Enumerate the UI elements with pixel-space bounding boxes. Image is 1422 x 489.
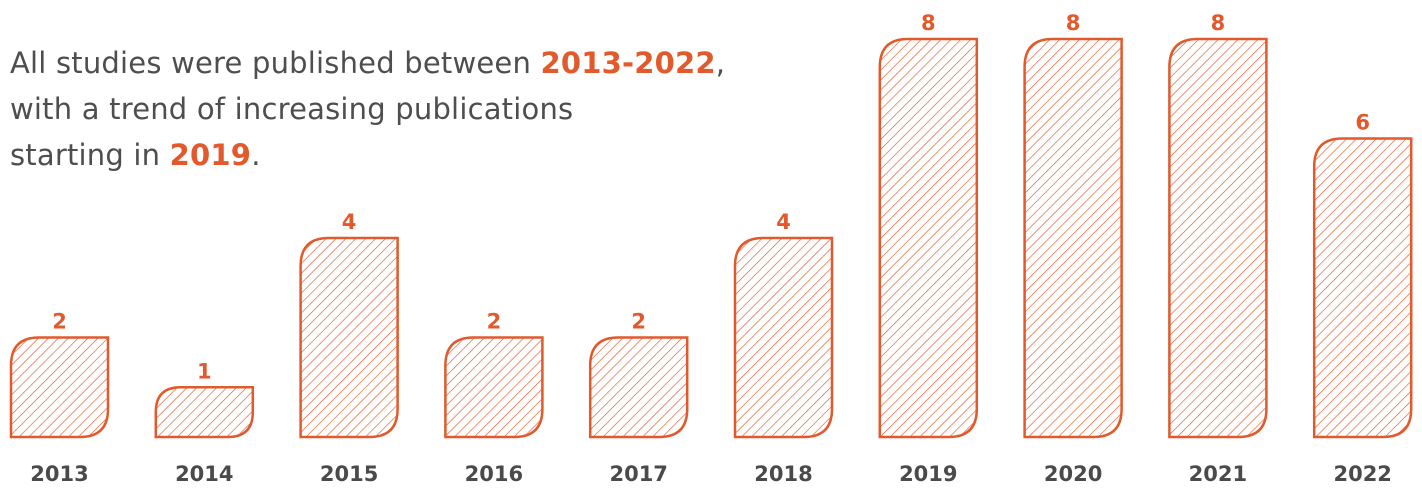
x-tick-2017: 2017 [609, 462, 667, 486]
x-tick-2018: 2018 [754, 462, 812, 486]
x-tick-2016: 2016 [465, 462, 523, 486]
x-tick-2022: 2022 [1333, 462, 1391, 486]
data-label-2022: 6 [1355, 111, 1370, 135]
intro-line2: with a trend of increasing publications [10, 92, 574, 126]
intro-line1-suffix: , [715, 46, 726, 80]
bar-2017 [588, 336, 689, 439]
data-label-2021: 8 [1211, 11, 1226, 35]
bar-2016 [444, 336, 544, 439]
value-labels-layer: 2 1 4 2 2 4 8 8 8 6 [52, 11, 1370, 383]
bar-2021 [1168, 37, 1268, 439]
x-axis-tick-labels: 2013 2014 2015 2016 2017 2018 2019 2020 2021 2022 [30, 462, 1392, 486]
x-tick-2019: 2019 [899, 462, 957, 486]
bar-2022 [1312, 137, 1413, 439]
intro-line3-suffix: . [251, 138, 261, 172]
x-tick-2021: 2021 [1189, 462, 1247, 486]
intro-year-range: 2013-2022 [540, 46, 716, 80]
x-tick-2014: 2014 [175, 462, 233, 486]
bar-2019 [878, 37, 979, 439]
chart-description-text: All studies were published between 2013-… [10, 40, 810, 178]
bar-2013 [9, 336, 110, 439]
x-tick-2020: 2020 [1044, 462, 1102, 486]
bars-layer [9, 37, 1413, 439]
intro-start-year: 2019 [169, 138, 252, 172]
bar-2015 [299, 236, 399, 439]
data-label-2015: 4 [342, 210, 357, 234]
data-label-2020: 8 [1066, 11, 1081, 35]
bar-2018 [733, 236, 834, 439]
data-label-2017: 2 [631, 310, 646, 334]
intro-line1-prefix: All studies were published between [10, 46, 541, 80]
bar-2014 [154, 386, 255, 439]
data-label-2014: 1 [197, 359, 212, 383]
data-label-2016: 2 [487, 310, 502, 334]
data-label-2018: 4 [776, 210, 791, 234]
data-label-2019: 8 [921, 11, 936, 35]
data-label-2013: 2 [52, 310, 67, 334]
intro-line3-prefix: starting in [10, 138, 170, 172]
x-tick-2015: 2015 [320, 462, 378, 486]
bar-2020 [1023, 37, 1123, 439]
x-tick-2013: 2013 [30, 462, 88, 486]
